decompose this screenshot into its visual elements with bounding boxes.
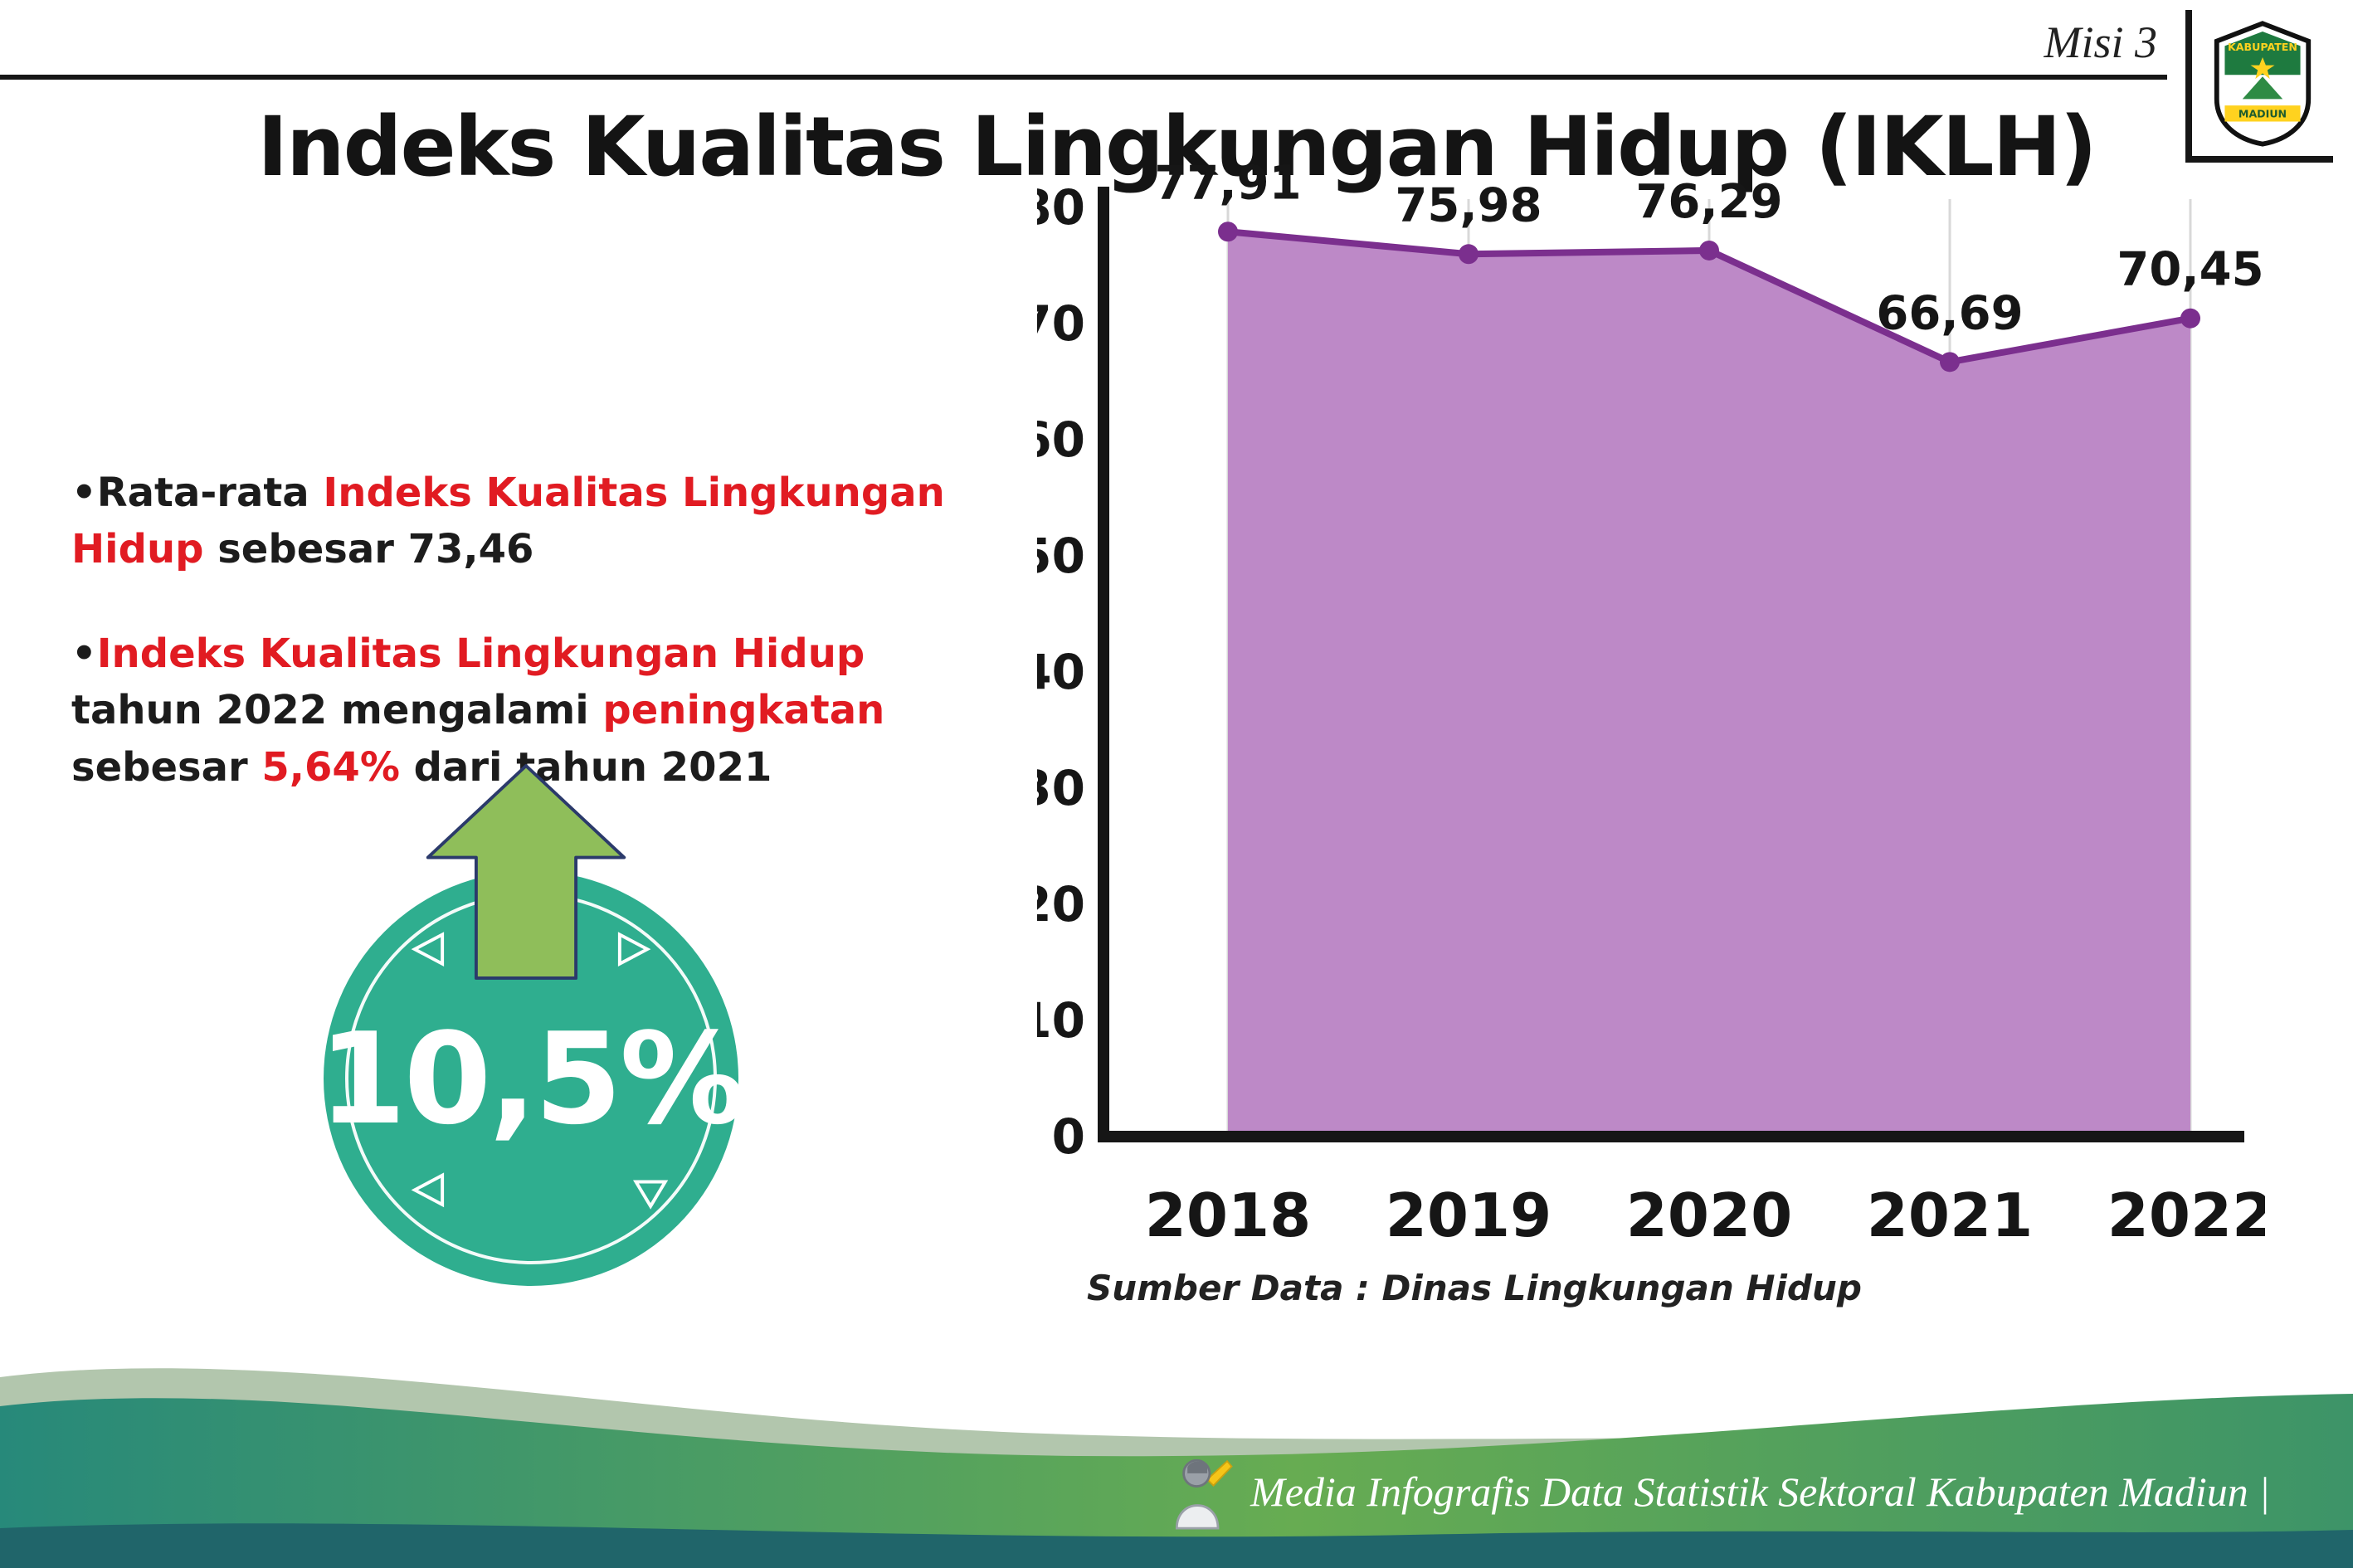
chart-point bbox=[2180, 308, 2200, 329]
arrow-up-icon bbox=[426, 764, 626, 980]
y-tick-label: 30 bbox=[1037, 760, 1085, 816]
y-tick-label: 50 bbox=[1037, 528, 1085, 584]
chart-point bbox=[1459, 244, 1479, 265]
bullet-text-segment: sebesar 73,46 bbox=[203, 526, 534, 573]
ring-tick-marks bbox=[411, 932, 669, 1210]
footer-waves bbox=[0, 1368, 2353, 1568]
page-title: Indeks Kualitas Lingkungan Hidup (IKLH) bbox=[257, 100, 2097, 195]
value-label: 76,29 bbox=[1635, 175, 1782, 229]
chart-point bbox=[1699, 240, 1719, 261]
bullet-text-segment: Indeks Kualitas Lingkungan Hidup bbox=[96, 631, 865, 678]
bullet-text-segment: Indeks Kualitas Lingkungan Hidup bbox=[71, 470, 945, 573]
y-tick-label: 0 bbox=[1052, 1108, 1085, 1165]
percentage-value: 10,5% bbox=[318, 1005, 746, 1152]
x-axis-label: 2018 bbox=[1145, 1181, 1311, 1250]
bullet-item: Indeks Kualitas Lingkungan Hidup tahun 2… bbox=[71, 626, 984, 795]
x-axis-label: 2021 bbox=[1867, 1181, 2033, 1250]
bullet-text-segment: sebesar bbox=[71, 743, 262, 791]
value-label: 66,69 bbox=[1876, 286, 2023, 340]
mascot-icon bbox=[1176, 1458, 1233, 1530]
bullet-text-segment: dari tahun 2021 bbox=[399, 743, 772, 791]
y-tick-label: 70 bbox=[1037, 295, 1085, 352]
x-axis-label: 2020 bbox=[1626, 1181, 1792, 1250]
logo-bottom-text: MADIUN bbox=[2239, 108, 2287, 120]
logo-top-text: KABUPATEN bbox=[2228, 41, 2297, 53]
y-tick-label: 40 bbox=[1037, 644, 1085, 700]
x-axis-label: 2019 bbox=[1386, 1181, 1552, 1250]
value-label: 77,91 bbox=[1154, 158, 1301, 210]
value-label: 70,45 bbox=[2117, 243, 2263, 297]
misi-label: Misi 3 bbox=[2044, 17, 2157, 67]
y-tick-label: 60 bbox=[1037, 411, 1085, 468]
footer-credit: Media Infografis Data Statistik Sektoral… bbox=[1164, 1454, 2270, 1530]
iklh-area-chart: 0 10 20 30 40 50 60 70 80 77,91 75,98 76,29 66,69 70,… bbox=[1037, 158, 2265, 1250]
bullet-item: Rata-rata Indeks Kualitas Lingkungan Hid… bbox=[71, 465, 984, 577]
data-source: Sumber Data : Dinas Lingkungan Hidup bbox=[1087, 1268, 1862, 1308]
bullet-text-segment: peningkatan bbox=[602, 687, 885, 734]
value-label: 75,98 bbox=[1395, 178, 1542, 232]
shield-icon: KABUPATEN MADIUN bbox=[2214, 21, 2312, 147]
chart-area bbox=[1228, 231, 2190, 1137]
y-tick-label: 80 bbox=[1037, 179, 1085, 236]
bullet-text-segment: Rata-rata bbox=[96, 470, 324, 516]
header-divider bbox=[0, 75, 2167, 80]
chart-point bbox=[1940, 352, 1960, 373]
y-tick-label: 10 bbox=[1037, 992, 1085, 1049]
chart-point bbox=[1218, 222, 1238, 242]
y-tick-label: 20 bbox=[1037, 876, 1085, 933]
increase-badge: 10,5% bbox=[315, 759, 755, 1307]
kabupaten-madiun-logo: KABUPATEN MADIUN bbox=[2185, 10, 2333, 163]
footer-credit-text: Media Infografis Data Statistik Sektoral… bbox=[1250, 1468, 2270, 1515]
bullet-text-segment: 5,64% bbox=[261, 743, 400, 791]
x-axis-label: 2022 bbox=[2107, 1181, 2265, 1250]
bullet-text-segment: tahun 2022 mengalami bbox=[71, 687, 603, 734]
key-points: Rata-rata Indeks Kualitas Lingkungan Hid… bbox=[71, 465, 984, 844]
